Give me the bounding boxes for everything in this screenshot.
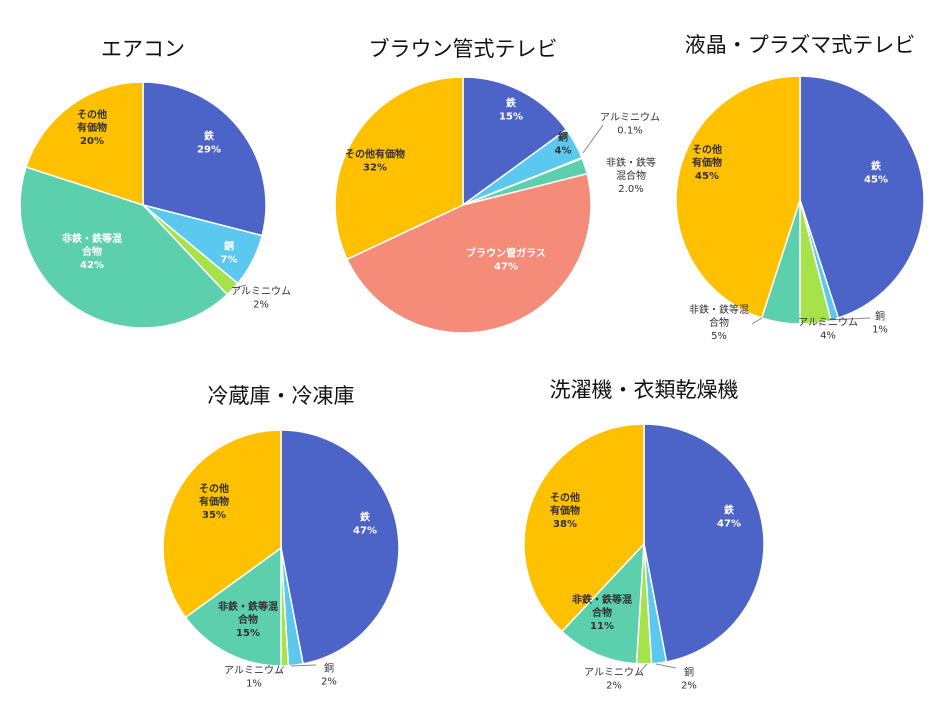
pie-slice: [25, 81, 144, 207]
leader-line: [233, 284, 247, 289]
slice-label: その他有価物 35%: [199, 482, 229, 521]
pie-slice: [334, 76, 464, 261]
leader-line: [637, 663, 648, 675]
pie-slice: [462, 76, 568, 207]
slice-label: アルミニウム 2%: [231, 286, 291, 311]
slice-label: 鉄 47%: [353, 511, 377, 537]
slice-label: アルミニウム 4%: [798, 317, 858, 342]
slice-label: 鉄 29%: [197, 130, 221, 156]
chart-title: 液晶・プラズマ式テレビ: [685, 33, 916, 57]
leader-line: [826, 317, 871, 321]
slice-label: 銅 1%: [872, 310, 888, 336]
slice-label: その他有価物 45%: [692, 143, 722, 182]
slice-label: 非鉄・鉄等混合物 2.0%: [606, 156, 656, 195]
slice-label: 銅 7%: [221, 240, 238, 266]
slice-label: 銅 2%: [321, 662, 337, 688]
pie-slice: [560, 541, 645, 665]
slice-label: 銅 4%: [555, 131, 572, 157]
slice-label: その他有価物 32%: [345, 148, 405, 174]
pie-slice: [19, 166, 229, 329]
chart-title: 洗濯機・衣類乾燥機: [550, 378, 739, 402]
pie-slice: [799, 75, 925, 319]
pie-slice: [184, 546, 282, 667]
leader-line: [751, 317, 763, 325]
slice-label: その他有価物 20%: [77, 108, 107, 147]
leader-line: [290, 664, 317, 667]
chart-title: エアコン: [101, 37, 185, 61]
pie-slice: [346, 172, 592, 334]
slice-label: 銅 2%: [681, 666, 697, 692]
slice-label: 鉄 47%: [717, 504, 741, 530]
leader-line: [582, 124, 604, 154]
pie-slice: [523, 423, 645, 633]
chart-title: 冷蔵庫・冷凍庫: [208, 384, 355, 408]
slice-label: ブラウン管ガラス 47%: [466, 247, 546, 273]
leader-line: [277, 665, 285, 675]
slice-label: その他有価物 38%: [550, 491, 580, 530]
slice-label: アルミニウム 2%: [584, 667, 644, 692]
pie-slice: [643, 423, 765, 663]
slice-label: 鉄 15%: [499, 97, 523, 123]
slice-label: 非鉄・鉄等混合物 15%: [218, 600, 278, 639]
pie-slice: [142, 81, 267, 237]
chart-title: ブラウン管式テレビ: [369, 37, 558, 61]
slice-label: 非鉄・鉄等混合物 11%: [572, 593, 632, 632]
pie-slice: [162, 429, 282, 619]
leader-line: [655, 663, 677, 669]
pie-slice: [675, 75, 801, 319]
slice-label: 鉄 45%: [864, 160, 888, 186]
slice-label: 非鉄・鉄等混合物 5%: [689, 303, 749, 342]
pie-slice: [280, 429, 400, 665]
slice-label: 非鉄・鉄等混合物 42%: [62, 232, 122, 271]
slice-label: アルミニウム 1%: [224, 665, 284, 690]
slice-label: アルミニウム 0.1%: [600, 112, 660, 137]
